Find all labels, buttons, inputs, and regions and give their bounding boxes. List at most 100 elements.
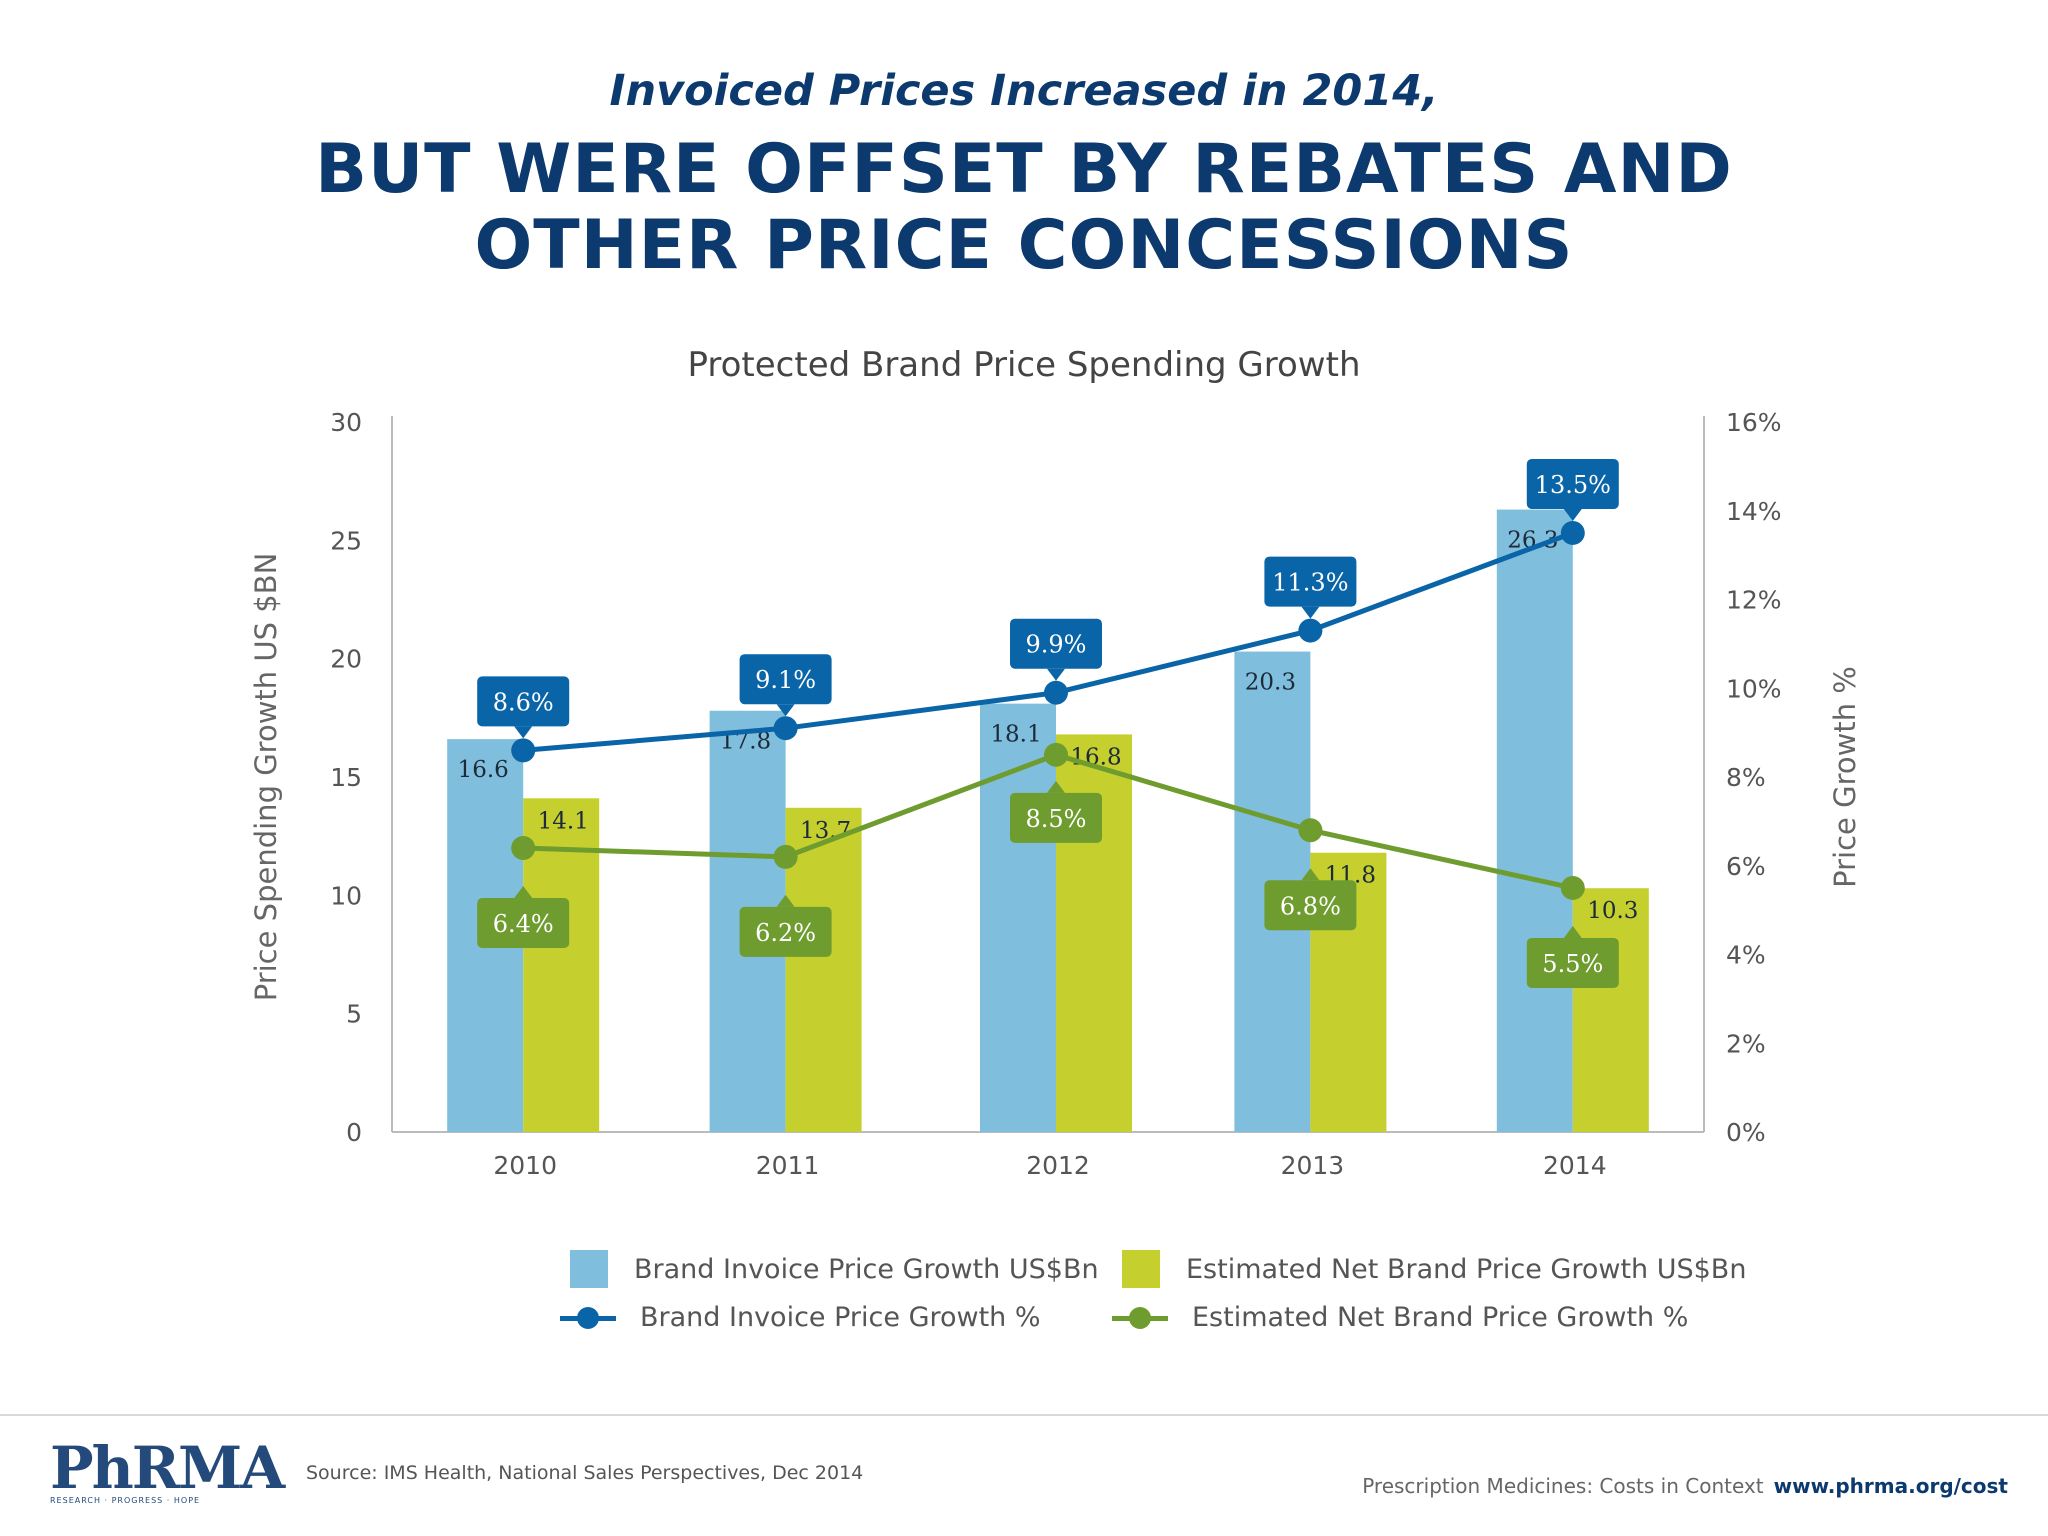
bar-net: [523, 798, 600, 1132]
net-growth-callout-text: 6.8%: [1280, 892, 1341, 920]
bar-net: [1572, 888, 1649, 1132]
logo-wordmark: PhRMA: [50, 1434, 285, 1502]
net-growth-callout-box: [1526, 937, 1619, 988]
net-growth-callout-box: [1264, 880, 1357, 931]
y2-tick-label: 8%: [1726, 763, 1766, 792]
net-growth-callout-pointer: [1563, 925, 1582, 938]
legend-swatch-net-line: [1112, 1303, 1168, 1333]
net-growth-point: [511, 836, 536, 860]
bar-net-label: 10.3: [1587, 898, 1638, 924]
invoice-growth-callout-box: [739, 654, 832, 705]
phrma-logo: PhRMA RESEARCH · PROGRESS · HOPE: [50, 1434, 285, 1510]
invoice-growth-point: [511, 738, 536, 763]
invoice-growth-callout-box: [477, 676, 570, 727]
bar-invoice-label: 20.3: [1245, 670, 1296, 696]
bar-invoice-label: 18.1: [990, 722, 1041, 748]
net-growth-callout-pointer: [514, 886, 533, 898]
net-growth-callout-pointer: [776, 894, 795, 907]
x-tick-label: 2013: [1281, 1151, 1345, 1180]
legend-swatch-net-bar: [1122, 1250, 1160, 1288]
invoice-growth-callout-box: [1526, 458, 1619, 509]
invoice-growth-callout-text: 9.9%: [1026, 631, 1087, 659]
chart-title: Protected Brand Price Spending Growth: [687, 345, 1360, 385]
net-growth-callout-box: [739, 906, 832, 957]
x-tick-label: 2010: [493, 1151, 557, 1180]
net-growth-callout-text: 6.2%: [755, 919, 816, 947]
y2-tick-label: 14%: [1726, 497, 1782, 526]
x-tick-label: 2014: [1543, 1151, 1607, 1180]
source-note: Source: IMS Health, National Sales Persp…: [306, 1462, 864, 1484]
y-axis-label: Price Spending Growth US $BN: [249, 553, 283, 1002]
bar-net: [785, 807, 862, 1132]
y-tick-label: 10: [330, 881, 362, 910]
y2-tick-label: 0%: [1726, 1118, 1766, 1147]
logo-tagline: RESEARCH · PROGRESS · HOPE: [50, 1496, 201, 1505]
legend-item-net-line: Estimated Net Brand Price Growth %: [1112, 1302, 1688, 1333]
legend-label-net-line: Estimated Net Brand Price Growth %: [1192, 1302, 1689, 1333]
y-tick-label: 20: [330, 645, 362, 674]
legend-swatch-invoice-line: [560, 1303, 616, 1333]
y2-tick-label: 6%: [1726, 852, 1766, 881]
invoice-growth-callout-text: 8.6%: [493, 688, 554, 716]
net-growth-callout-text: 6.4%: [493, 910, 554, 938]
invoice-growth-callout-text: 9.1%: [755, 666, 816, 694]
invoice-growth-callout-box: [1264, 556, 1357, 607]
legend-label-invoice-bar: Brand Invoice Price Growth US$Bn: [634, 1253, 1099, 1285]
legend-swatch-invoice-bar: [570, 1250, 608, 1288]
invoice-growth-point: [1560, 520, 1585, 545]
y-tick-label: 25: [330, 526, 362, 555]
y-tick-label: 5: [346, 1000, 362, 1029]
invoice-growth-point: [773, 716, 798, 741]
y2-axis-label: Price Growth %: [1828, 666, 1862, 888]
net-growth-point: [1560, 875, 1585, 900]
invoice-growth-callout-text: 13.5%: [1535, 471, 1611, 499]
invoice-growth-callout-pointer: [1563, 508, 1582, 521]
y2-tick-label: 4%: [1726, 941, 1766, 970]
legend-item-invoice-bar: Brand Invoice Price Growth US$Bn: [570, 1250, 1099, 1288]
invoice-growth-callout-pointer: [1047, 668, 1065, 681]
net-growth-callout-box: [1010, 792, 1102, 843]
footer-tagline-text: Prescription Medicines: Costs in Context: [1362, 1474, 1764, 1498]
title-line-2: BUT WERE OFFSET BY REBATES AND OTHER PRI…: [0, 132, 2048, 284]
y-tick-label: 0: [346, 1118, 362, 1147]
bar-invoice-label: 16.6: [458, 757, 509, 783]
footer-divider: [0, 1414, 2048, 1416]
invoice-growth-point: [1044, 680, 1068, 705]
x-tick-label: 2012: [1026, 1151, 1090, 1180]
net-growth-callout-text: 8.5%: [1026, 805, 1087, 833]
footer-url[interactable]: www.phrma.org/cost: [1773, 1474, 2008, 1498]
legend: Brand Invoice Price Growth US$Bn Estimat…: [560, 1250, 1760, 1360]
title-line-1: Invoiced Prices Increased in 2014,: [609, 66, 1439, 116]
net-growth-point: [773, 844, 798, 869]
net-growth-callout-box: [477, 898, 570, 948]
invoice-growth-callout-box: [1010, 618, 1102, 669]
invoice-growth-callout-pointer: [776, 704, 795, 717]
net-growth-point: [1044, 742, 1068, 767]
y2-tick-label: 10%: [1726, 674, 1782, 703]
net-growth-point: [1298, 818, 1323, 843]
invoice-growth-callout-text: 11.3%: [1272, 569, 1348, 597]
footer-tagline: Prescription Medicines: Costs in Context…: [1362, 1474, 2008, 1498]
y-tick-label: 15: [330, 763, 362, 792]
x-tick-label: 2011: [756, 1151, 820, 1180]
title-line-2b: OTHER PRICE CONCESSIONS: [474, 206, 1574, 285]
bar-invoice: [1496, 509, 1573, 1133]
legend-item-net-bar: Estimated Net Brand Price Growth US$Bn: [1122, 1250, 1746, 1288]
invoice-growth-callout-pointer: [1301, 606, 1320, 619]
y2-tick-label: 12%: [1726, 586, 1782, 615]
net-growth-callout-text: 5.5%: [1542, 950, 1603, 978]
bar-invoice: [980, 703, 1056, 1132]
legend-label-net-bar: Estimated Net Brand Price Growth US$Bn: [1186, 1253, 1747, 1285]
y2-tick-label: 16%: [1726, 408, 1782, 437]
title-line-2a: BUT WERE OFFSET BY REBATES AND: [315, 130, 1733, 209]
legend-item-invoice-line: Brand Invoice Price Growth %: [560, 1302, 1041, 1333]
invoice-growth-point: [1298, 618, 1323, 643]
y-tick-label: 30: [330, 408, 362, 437]
net-growth-callout-pointer: [1301, 868, 1320, 881]
invoice-growth-callout-pointer: [514, 726, 533, 739]
legend-label-invoice-line: Brand Invoice Price Growth %: [640, 1302, 1041, 1333]
y2-tick-label: 2%: [1726, 1029, 1766, 1058]
bar-net-label: 14.1: [538, 808, 589, 834]
chart: Protected Brand Price Spending Growth 0 5 1…: [249, 345, 1862, 1180]
net-growth-callout-pointer: [1047, 780, 1065, 793]
